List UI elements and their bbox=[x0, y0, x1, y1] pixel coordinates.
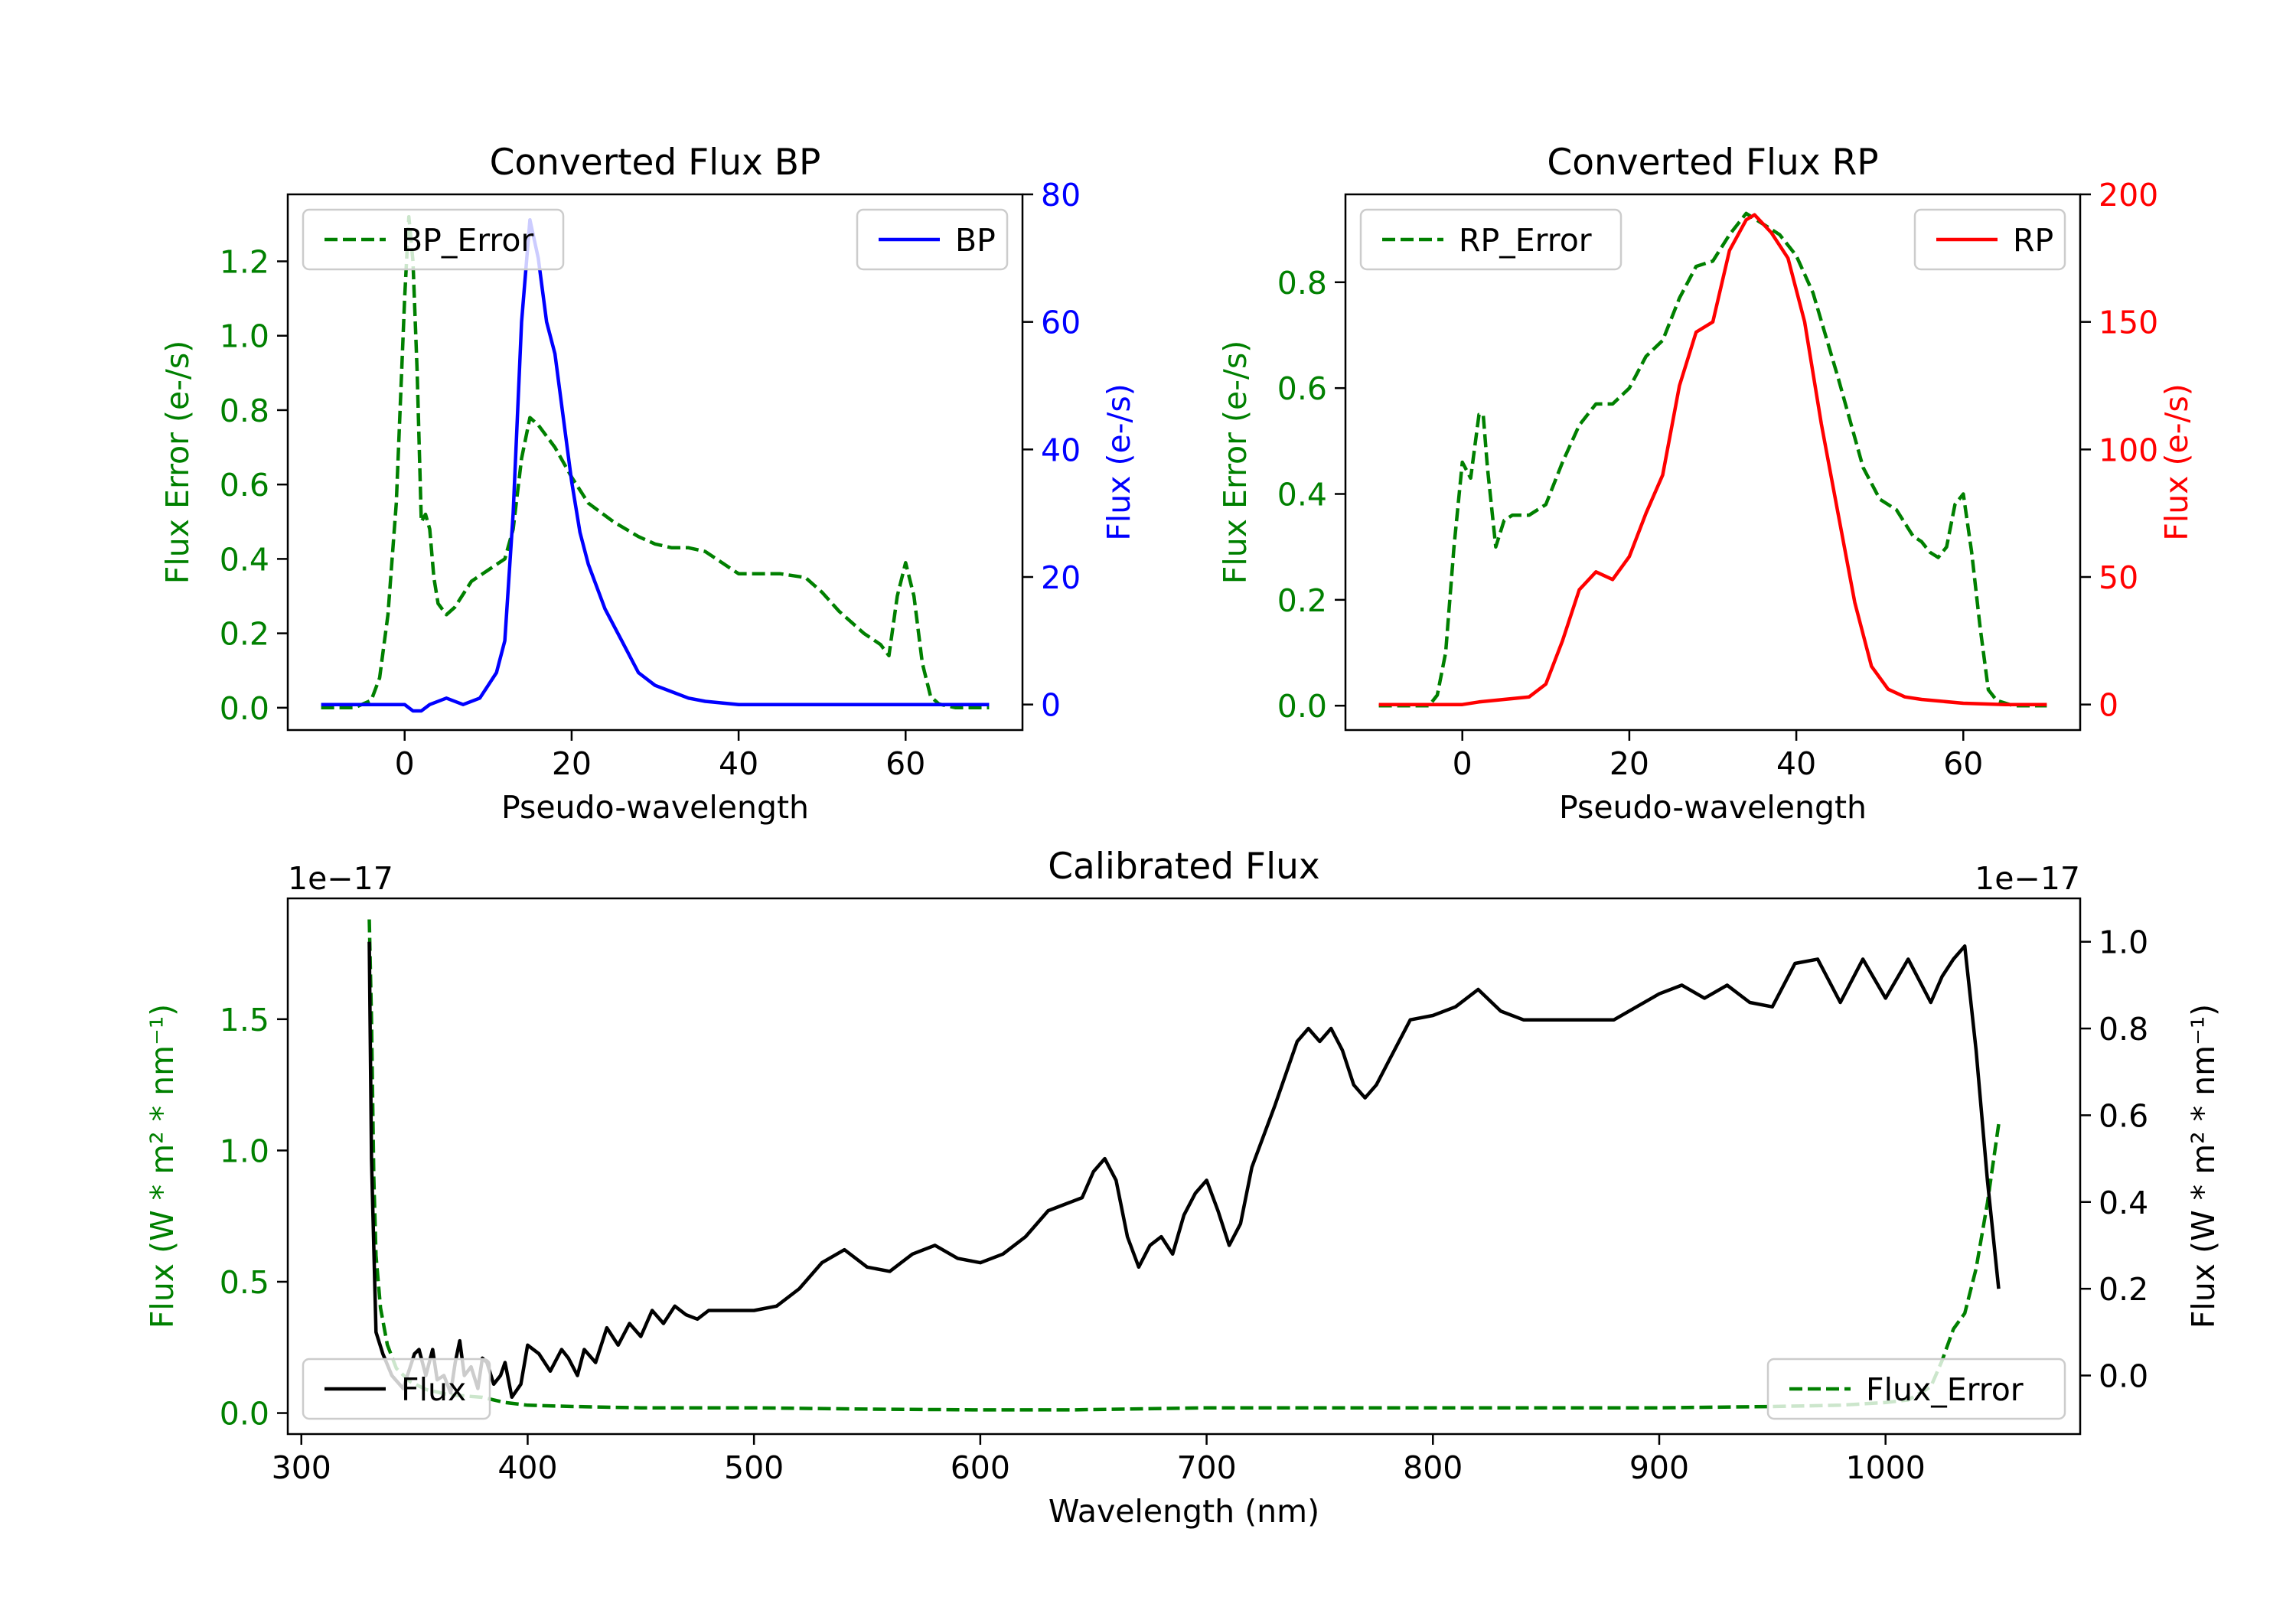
cal-y-left-tick-label: 0.5 bbox=[220, 1264, 269, 1301]
rp-y-right-tick-label: 0 bbox=[2099, 687, 2118, 724]
rp-y-right-tick-label: 150 bbox=[2099, 305, 2158, 341]
bp-y-left-tick-label: 0.8 bbox=[220, 393, 269, 429]
rp-legend-label: RP_Error bbox=[1459, 222, 1592, 259]
cal-legend-label: Flux_Error bbox=[1866, 1371, 2024, 1408]
rp-legend-box bbox=[1359, 208, 1623, 271]
rp-title: Converted Flux RP bbox=[1547, 142, 1878, 184]
bp-x-tick-label: 60 bbox=[885, 745, 925, 782]
cal-y-left-tick-label: 1.0 bbox=[220, 1133, 269, 1169]
cal-y-right-tick-label: 0.8 bbox=[2099, 1011, 2148, 1048]
bp-legend-left: BP_Error bbox=[302, 208, 565, 271]
rp-y-right-tick-label: 100 bbox=[2099, 432, 2158, 468]
bp-y-left-tick-label: 1.2 bbox=[220, 244, 269, 281]
rp-legend-label: RP bbox=[2013, 222, 2053, 259]
bp-y-left-tick-label: 0.6 bbox=[220, 467, 269, 504]
bp-legend-box bbox=[302, 208, 565, 271]
rp-y-right-tick-label: 50 bbox=[2099, 559, 2138, 596]
cal-y-right-axis-label: Flux (W * m² * nm⁻¹) bbox=[2185, 1004, 2222, 1328]
cal-title: Calibrated Flux bbox=[1048, 846, 1320, 888]
bp-legend-label: BP bbox=[955, 222, 996, 259]
bp-legend-label: BP_Error bbox=[401, 222, 533, 259]
bp-y-right-tick-label: 60 bbox=[1041, 305, 1081, 341]
bp-title: Converted Flux BP bbox=[490, 142, 821, 184]
bp-y-right-tick-label: 80 bbox=[1041, 177, 1081, 214]
cal-y-right-tick-label: 0.2 bbox=[2099, 1271, 2148, 1308]
bp-series-bp-line bbox=[321, 218, 990, 713]
rp-y-left-axis-label: Flux Error (e-/s) bbox=[1217, 341, 1254, 584]
bp-y-right-tick-label: 20 bbox=[1041, 559, 1081, 596]
rp-x-axis-label: Pseudo-wavelength bbox=[1559, 789, 1867, 826]
cal-legend-box bbox=[302, 1358, 491, 1420]
bp-y-left-tick-label: 1.0 bbox=[220, 318, 269, 355]
cal-y-right-offset-label: 1e−17 bbox=[1975, 860, 2080, 897]
bp-x-axis-label: Pseudo-wavelength bbox=[501, 789, 809, 826]
cal-panel: Calibrated Flux 300 400 500 600 700 800 900 1000… bbox=[144, 846, 2222, 1530]
cal-y-left-offset-label: 1e−17 bbox=[288, 860, 393, 897]
cal-legend-box bbox=[1766, 1358, 2066, 1420]
cal-x-tick-label: 1000 bbox=[1846, 1449, 1926, 1486]
cal-y-left-axis-label: Flux (W * m² * nm⁻¹) bbox=[144, 1004, 181, 1328]
rp-x-tick-label: 0 bbox=[1453, 745, 1473, 782]
cal-x-axis-label: Wavelength (nm) bbox=[1049, 1493, 1319, 1530]
rp-legend-left: RP_Error bbox=[1359, 208, 1623, 271]
rp-series-rp-line bbox=[1378, 213, 2047, 706]
rp-series-rp-error-line bbox=[1378, 211, 2047, 708]
bp-x-tick-label: 20 bbox=[552, 745, 592, 782]
cal-x-tick-label: 500 bbox=[724, 1449, 784, 1486]
rp-x-tick-label: 20 bbox=[1609, 745, 1649, 782]
cal-y-left-tick-label: 1.5 bbox=[220, 1002, 269, 1038]
cal-x-tick-label: 400 bbox=[497, 1449, 557, 1486]
cal-legend-label: Flux bbox=[401, 1371, 466, 1408]
rp-x-tick-label: 60 bbox=[1943, 745, 1983, 782]
bp-y-right-tick-label: 0 bbox=[1041, 687, 1061, 724]
cal-x-tick-label: 800 bbox=[1403, 1449, 1463, 1486]
rp-y-left-tick-label: 0.8 bbox=[1277, 265, 1327, 302]
bp-x-tick-label: 0 bbox=[395, 745, 415, 782]
bp-legend-right: BP bbox=[856, 208, 1009, 271]
bp-y-left-tick-label: 0.4 bbox=[220, 541, 269, 578]
rp-y-left-tick-label: 0.4 bbox=[1277, 477, 1327, 513]
cal-x-tick-label: 600 bbox=[951, 1449, 1010, 1486]
cal-x-tick-label: 900 bbox=[1629, 1449, 1689, 1486]
rp-axes-frame bbox=[1344, 193, 2082, 732]
rp-x-tick-label: 40 bbox=[1776, 745, 1816, 782]
rp-panel: Converted Flux RP 0 20 40 60 Pseudo-wavelengt… bbox=[1217, 142, 2195, 826]
cal-axes-frame bbox=[286, 897, 2082, 1436]
cal-y-right-tick-label: 0.0 bbox=[2099, 1358, 2148, 1394]
cal-y-right-tick-label: 0.6 bbox=[2099, 1097, 2148, 1134]
cal-legend-left: Flux bbox=[302, 1358, 491, 1420]
rp-y-right-tick-label: 200 bbox=[2099, 177, 2158, 214]
cal-y-right-tick-label: 0.4 bbox=[2099, 1185, 2148, 1221]
rp-y-right-axis-label: Flux (e-/s) bbox=[2158, 383, 2195, 540]
rp-y-left-tick-label: 0.2 bbox=[1277, 582, 1327, 619]
cal-x-tick-label: 700 bbox=[1176, 1449, 1236, 1486]
cal-x-tick-label: 300 bbox=[272, 1449, 331, 1486]
cal-y-left-tick-label: 0.0 bbox=[220, 1396, 269, 1433]
bp-axes-frame bbox=[286, 193, 1024, 732]
cal-legend-right: Flux_Error bbox=[1766, 1358, 2066, 1420]
rp-y-left-tick-label: 0.0 bbox=[1277, 688, 1327, 725]
bp-series-bp-error-line bbox=[321, 214, 990, 710]
bp-y-left-axis-label: Flux Error (e-/s) bbox=[159, 341, 196, 584]
cal-y-right-tick-label: 1.0 bbox=[2099, 924, 2148, 961]
bp-y-right-axis-label: Flux (e-/s) bbox=[1101, 383, 1137, 540]
bp-panel: Converted Flux BP 0 20 40 60 Pseudo-wavelengt… bbox=[159, 142, 1137, 826]
bp-x-tick-label: 40 bbox=[719, 745, 758, 782]
bp-y-left-tick-label: 0.2 bbox=[220, 616, 269, 653]
bp-y-right-tick-label: 40 bbox=[1041, 432, 1081, 468]
rp-legend-right: RP bbox=[1913, 208, 2066, 271]
rp-y-left-tick-label: 0.6 bbox=[1277, 370, 1327, 407]
bp-y-left-tick-label: 0.0 bbox=[220, 690, 269, 727]
